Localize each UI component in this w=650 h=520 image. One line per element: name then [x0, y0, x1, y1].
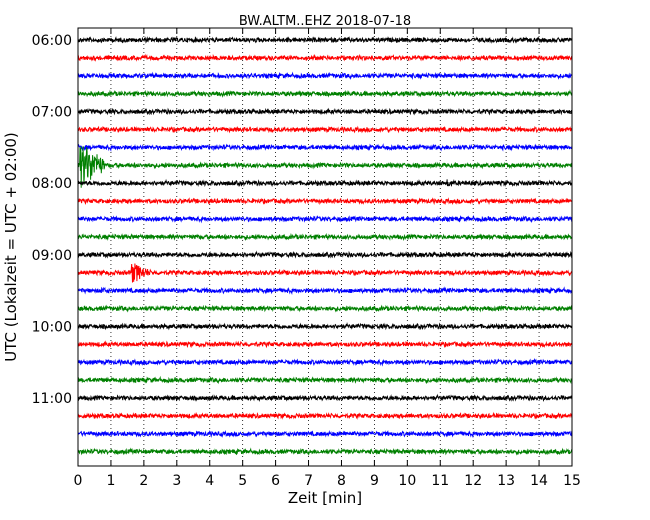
x-tick-label: 2	[139, 473, 148, 489]
plot-frame	[77, 27, 573, 467]
chart-title: BW.ALTM..EHZ 2018-07-18	[239, 14, 411, 29]
y-tick-label: 06:00	[32, 33, 72, 49]
trace-0930	[77, 286, 573, 296]
y-axis-label: UTC (Lokalzeit = UTC + 02:00)	[2, 132, 20, 362]
y-tick-label: 11:00	[32, 391, 72, 407]
trace-1045	[77, 375, 573, 385]
trace-0700	[77, 107, 573, 116]
x-axis-label: Zeit [min]	[288, 489, 362, 507]
x-tick-label: 8	[337, 473, 346, 489]
trace-1100	[77, 393, 573, 403]
traces-group	[77, 36, 573, 456]
trace-0715	[77, 125, 573, 134]
trace-0900	[77, 250, 573, 259]
y-tick-label: 07:00	[32, 105, 72, 121]
trace-1130	[77, 429, 573, 439]
trace-0915	[77, 263, 573, 283]
trace-0745	[77, 146, 573, 188]
trace-0800	[77, 178, 573, 188]
x-tick-label: 10	[398, 473, 416, 489]
x-axis-ticks: 0 1 2 3 4 5 6 7 8 9 10 11 12 13 14 15	[74, 28, 581, 489]
x-tick-label: 3	[172, 473, 181, 489]
trace-0945	[77, 304, 573, 313]
x-tick-label: 1	[106, 473, 115, 489]
trace-0830	[77, 214, 573, 224]
y-axis-ticks: 06:00 07:00 08:00 09:00 10:00 11:00	[32, 33, 572, 407]
x-tick-label: 15	[563, 473, 581, 489]
x-tick-label: 9	[370, 473, 379, 489]
x-tick-label: 0	[74, 473, 83, 489]
x-tick-label: 12	[464, 473, 482, 489]
trace-0630	[77, 71, 573, 81]
x-tick-label: 4	[205, 473, 214, 489]
trace-0615	[77, 53, 573, 62]
x-tick-label: 6	[271, 473, 280, 489]
trace-0730	[77, 143, 573, 152]
x-tick-label: 13	[497, 473, 515, 489]
trace-1030	[77, 357, 573, 367]
trace-0845	[77, 232, 573, 242]
x-tick-label: 11	[431, 473, 449, 489]
x-tick-label: 7	[304, 473, 313, 489]
y-tick-label: 10:00	[32, 319, 72, 335]
x-tick-label: 14	[530, 473, 548, 489]
trace-1000	[77, 322, 573, 331]
trace-1115	[77, 411, 573, 420]
y-tick-label: 09:00	[32, 248, 72, 264]
trace-0600	[77, 36, 573, 44]
x-tick-label: 5	[238, 473, 247, 489]
trace-1145	[77, 447, 573, 456]
y-tick-label: 08:00	[32, 176, 72, 192]
trace-0645	[77, 89, 573, 98]
trace-0815	[77, 197, 573, 206]
trace-1015	[77, 340, 573, 349]
